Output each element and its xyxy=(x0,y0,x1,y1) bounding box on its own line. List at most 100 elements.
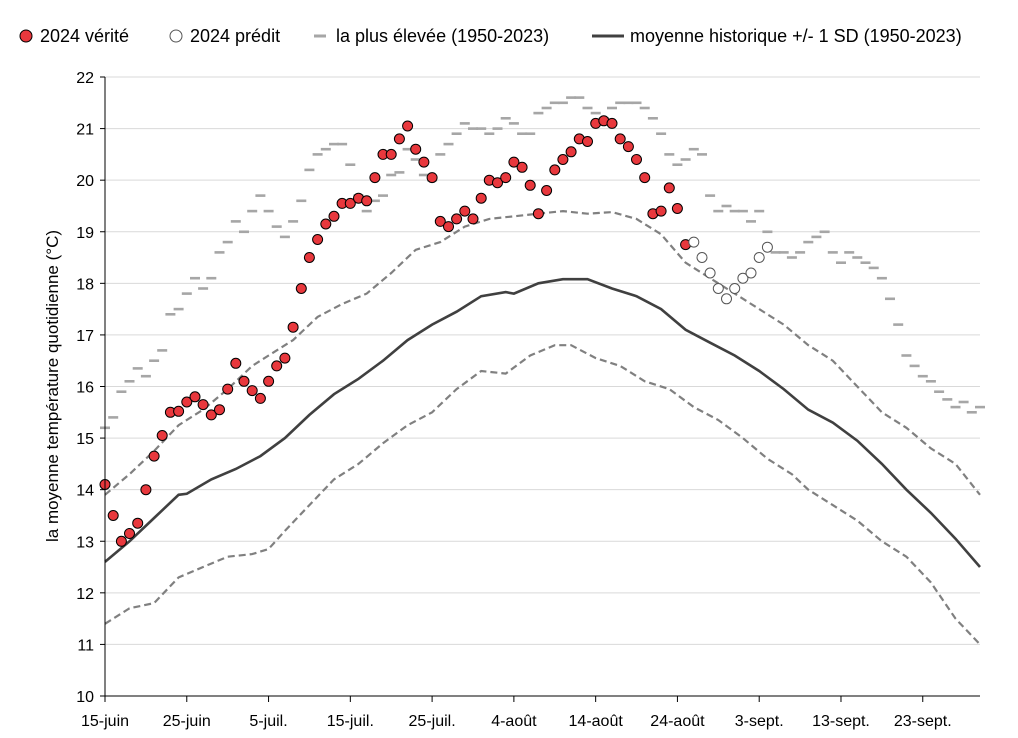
predicted-point xyxy=(729,283,741,294)
legend-predicted-label: 2024 prédit xyxy=(190,26,280,46)
truth-point xyxy=(492,177,503,189)
truth-point xyxy=(443,221,454,233)
truth-point xyxy=(614,133,626,145)
y-tick-label: 10 xyxy=(76,689,94,706)
legend-item-highest: la plus élevée (1950-2023) xyxy=(314,26,549,46)
truth-point xyxy=(434,215,446,227)
x-axis-ticks: 15-juin 25-juin 5-juil. 15-juil. 25-juil. 4-a… xyxy=(81,696,952,730)
truth-point xyxy=(671,203,683,214)
predicted-series xyxy=(688,236,773,305)
y-tick-label: 15 xyxy=(76,431,94,448)
y-tick-label: 12 xyxy=(76,586,94,603)
gridlines xyxy=(105,76,980,645)
truth-point xyxy=(271,360,283,372)
truth-point xyxy=(263,375,275,387)
truth-point xyxy=(181,396,193,408)
truth-point xyxy=(287,321,299,333)
y-tick-label: 20 xyxy=(76,173,94,190)
y-axis-ticks: 10 11 12 13 14 15 16 17 18 19 20 21 22 xyxy=(76,70,105,706)
predicted-point xyxy=(688,236,700,248)
legend-mean-label: moyenne historique +/- 1 SD (1950-2023) xyxy=(630,26,962,46)
truth-point xyxy=(622,141,634,153)
truth-point xyxy=(148,450,160,462)
mean-line-path xyxy=(104,277,981,568)
truth-point xyxy=(426,172,438,184)
truth-point xyxy=(565,146,577,158)
y-tick-label: 14 xyxy=(76,483,94,500)
x-tick-label: 23-sept. xyxy=(894,713,952,730)
truth-point xyxy=(655,205,667,217)
truth-point xyxy=(344,197,356,209)
truth-point xyxy=(410,143,422,155)
sd-lower-line xyxy=(104,344,981,646)
y-tick-label: 11 xyxy=(77,637,94,654)
truth-point xyxy=(516,161,528,173)
x-tick-label: 3-sept. xyxy=(735,713,784,730)
y-tick-label: 16 xyxy=(76,380,94,397)
x-tick-label: 15-juil. xyxy=(327,713,374,730)
y-tick-label: 19 xyxy=(76,225,94,242)
legend-truth-marker xyxy=(19,29,33,43)
truth-point xyxy=(500,172,512,184)
truth-point xyxy=(385,148,397,160)
truth-point xyxy=(197,399,209,411)
legend-item-mean: moyenne historique +/- 1 SD (1950-2023) xyxy=(592,26,962,46)
truth-point xyxy=(582,136,593,147)
truth-point xyxy=(475,192,487,204)
truth-point xyxy=(132,517,144,529)
x-tick-label: 5-juil. xyxy=(249,713,287,730)
truth-point xyxy=(312,234,324,245)
truth-point xyxy=(254,392,266,404)
truth-point xyxy=(124,528,135,539)
axes xyxy=(104,77,980,697)
truth-point xyxy=(549,164,561,176)
y-tick-label: 22 xyxy=(76,70,94,87)
y-tick-label: 18 xyxy=(76,276,94,293)
truth-point xyxy=(418,156,430,168)
legend-truth-label: 2024 vérité xyxy=(40,26,129,46)
truth-point xyxy=(557,154,569,165)
truth-point xyxy=(402,120,414,132)
truth-point xyxy=(238,375,250,387)
legend-item-truth: 2024 vérité xyxy=(19,26,129,46)
truth-point xyxy=(361,195,373,207)
x-tick-label: 24-août xyxy=(650,713,705,730)
legend-item-predicted: 2024 prédit xyxy=(169,26,280,46)
y-tick-label: 21 xyxy=(76,122,94,139)
truth-point xyxy=(320,218,332,230)
truth-point xyxy=(246,385,258,397)
truth-point xyxy=(205,409,217,421)
truth-point xyxy=(393,133,405,145)
x-tick-label: 25-juil. xyxy=(409,713,456,730)
x-tick-label: 15-juin xyxy=(81,713,129,730)
legend: 2024 vérité 2024 prédit la plus élevée (… xyxy=(19,26,962,46)
truth-point xyxy=(214,404,225,416)
truth-series xyxy=(99,115,692,547)
truth-point xyxy=(222,383,234,395)
truth-point xyxy=(524,179,536,191)
predicted-point xyxy=(745,267,757,279)
truth-point xyxy=(115,535,127,547)
predicted-point xyxy=(761,241,773,253)
truth-point xyxy=(173,405,185,417)
mean-line xyxy=(104,277,981,568)
predicted-point xyxy=(753,252,765,263)
truth-point xyxy=(451,213,463,225)
highest-series xyxy=(100,96,985,430)
truth-point xyxy=(295,283,307,294)
predicted-point xyxy=(712,283,724,294)
predicted-point xyxy=(737,272,749,284)
truth-point xyxy=(459,205,471,217)
y-tick-label: 17 xyxy=(76,328,94,345)
truth-point xyxy=(328,210,340,222)
x-tick-label: 14-août xyxy=(569,713,624,730)
x-tick-label: 4-août xyxy=(491,713,537,730)
truth-point xyxy=(631,154,642,165)
truth-point xyxy=(467,213,479,225)
truth-point xyxy=(541,185,553,196)
truth-point xyxy=(303,252,315,263)
truth-point xyxy=(189,391,201,403)
y-axis-title: la moyenne température quotidienne (°C) xyxy=(43,230,62,542)
truth-point xyxy=(156,430,168,441)
